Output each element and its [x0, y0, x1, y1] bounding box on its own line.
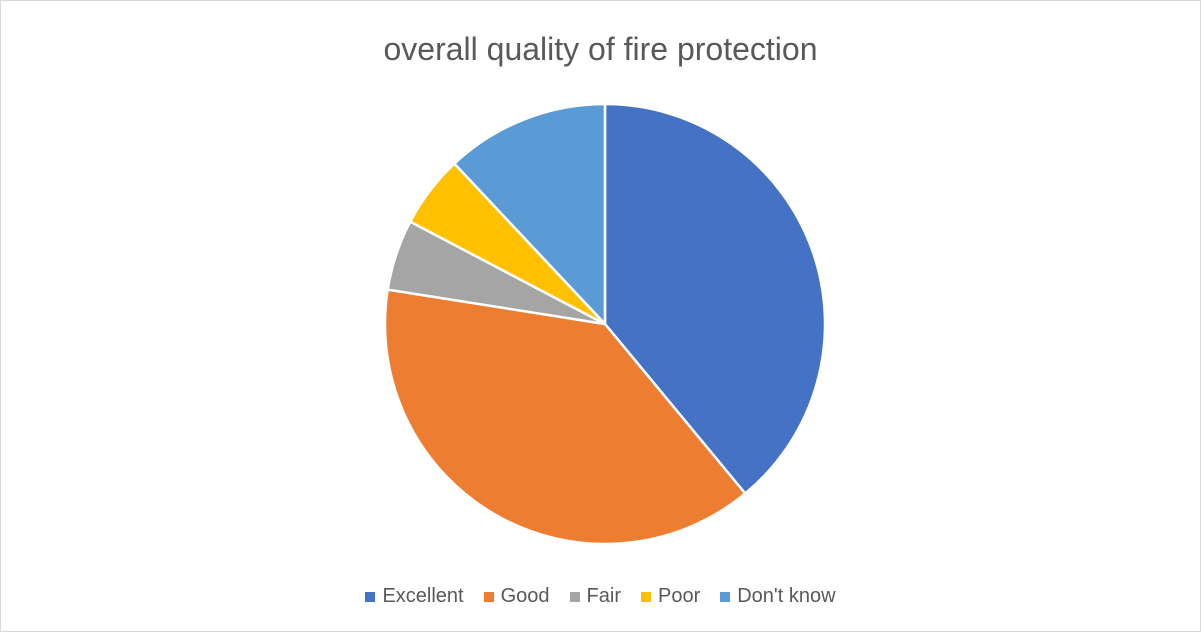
pie-slice-excellent [603, 102, 827, 495]
legend-item: Good [483, 585, 550, 608]
pie-slice-good [383, 288, 747, 546]
legend-label: Fair [586, 585, 621, 607]
legend-item: Fair [569, 585, 621, 608]
legend-item: Poor [640, 585, 701, 608]
legend-label: Good [500, 585, 550, 607]
legend-swatch [720, 591, 731, 602]
legend-swatch [640, 591, 651, 602]
pie-slice-don-t-know [453, 102, 607, 326]
legend-swatch [365, 591, 376, 602]
legend-swatch [569, 591, 580, 602]
legend-label: Poor [657, 585, 701, 607]
legend-item: Don't know [720, 585, 836, 608]
chart-legend: Excellent Good Fair Poor Don't know [1, 585, 1200, 608]
legend-label: Excellent [382, 585, 464, 607]
legend-label: Don't know [737, 585, 836, 607]
legend-item: Excellent [365, 585, 464, 608]
chart-title: overall quality of fire protection [383, 31, 818, 67]
legend-swatch [483, 591, 494, 602]
